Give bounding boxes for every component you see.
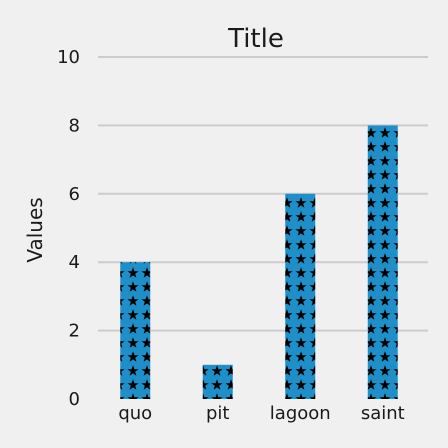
y-tick-label: 10 — [57, 47, 80, 68]
x-tick-label-lagoon: lagoon — [270, 403, 331, 424]
y-axis-label: Values — [23, 197, 47, 262]
x-tick-label-pit: pit — [206, 403, 229, 424]
y-tick-label: 0 — [69, 389, 80, 410]
bar-quo — [120, 262, 151, 399]
y-tick-label: 4 — [69, 252, 80, 273]
x-tick-label-saint: saint — [361, 403, 405, 424]
y-tick-label: 2 — [69, 321, 80, 342]
chart-title: Title — [227, 24, 284, 54]
x-tick-labels: quo pit lagoon saint — [118, 403, 404, 424]
y-tick-label: 6 — [69, 184, 80, 205]
bar-lagoon — [285, 193, 316, 399]
bar-pit — [202, 364, 233, 399]
bar-saint — [367, 125, 398, 400]
x-tick-label-quo: quo — [118, 403, 152, 424]
y-tick-label: 8 — [69, 115, 80, 136]
bars — [120, 125, 398, 400]
y-tick-labels: 0 2 4 6 8 10 — [57, 47, 80, 410]
